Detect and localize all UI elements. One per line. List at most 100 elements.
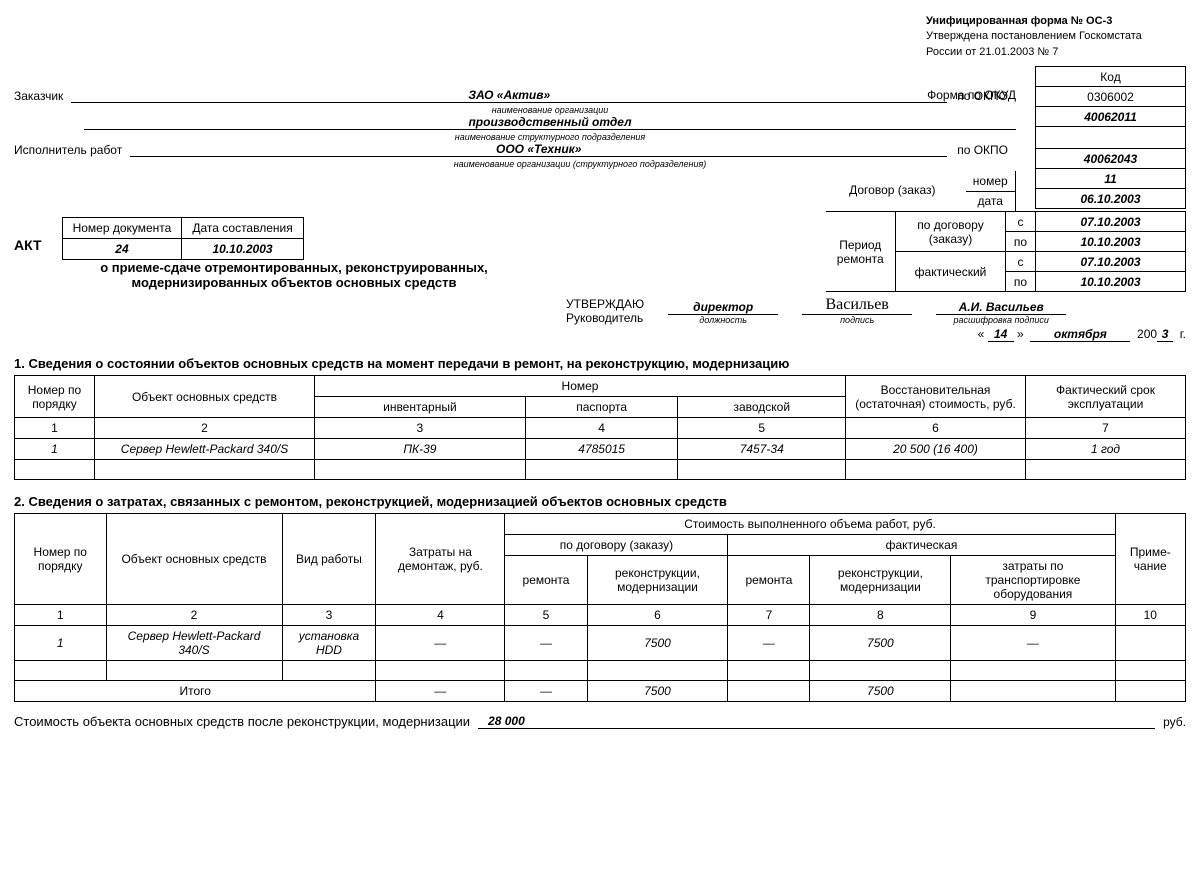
s2-r-work: установка HDD bbox=[282, 626, 376, 661]
contract-num: 11 bbox=[1036, 169, 1186, 189]
s2-h8: реконструкции, модернизации bbox=[810, 556, 951, 605]
s2-h1: Номер по порядку bbox=[15, 514, 107, 605]
contractor-org: ООО «Техник» bbox=[130, 142, 947, 157]
s2-cn8: 8 bbox=[810, 605, 951, 626]
s1-h6: Восстановительная (остаточная) стоимость… bbox=[846, 376, 1026, 418]
itogo-v8: 7500 bbox=[810, 681, 951, 702]
period-from-1: с bbox=[1006, 212, 1036, 232]
s2-h-cost: Стоимость выполненного объема работ, руб… bbox=[505, 514, 1115, 535]
approval-day: 14 bbox=[988, 327, 1014, 342]
period-from-2: с bbox=[1006, 252, 1036, 272]
period-c2: 10.10.2003 bbox=[1036, 232, 1186, 252]
approval-name-cap: расшифровка подписи bbox=[936, 315, 1066, 325]
approval-year-suffix: 3 bbox=[1157, 327, 1173, 342]
contract-date: 06.10.2003 bbox=[1036, 189, 1186, 209]
s2-cn3: 3 bbox=[282, 605, 376, 626]
period-title: Период ремонта bbox=[826, 212, 896, 292]
okud-value: 0306002 bbox=[1036, 87, 1186, 107]
s2-r-v7: — bbox=[728, 626, 810, 661]
doc-date-val: 10.10.2003 bbox=[182, 239, 303, 260]
okud-label: Форма по ОКУД bbox=[14, 66, 1016, 88]
s1-r-cost: 20 500 (16 400) bbox=[846, 439, 1026, 460]
s2-r-v8: 7500 bbox=[810, 626, 951, 661]
customer-org: ЗАО «Актив» bbox=[71, 88, 947, 103]
s2-h10: Приме-чание bbox=[1115, 514, 1185, 605]
s1-r-n: 1 bbox=[15, 439, 95, 460]
s2-h3: Вид работы bbox=[282, 514, 376, 605]
s1-cn5: 5 bbox=[678, 418, 846, 439]
s2-cn9: 9 bbox=[951, 605, 1115, 626]
form-name: Унифицированная форма № ОС-3 bbox=[926, 14, 1186, 29]
s2-r-obj: Сервер Hewlett-Packard 340/S bbox=[106, 626, 282, 661]
okpo2-label: по ОКПО bbox=[947, 143, 1016, 157]
akt-title: АКТ bbox=[14, 237, 42, 253]
s2-cn5: 5 bbox=[505, 605, 587, 626]
s1-h1: Номер по порядку bbox=[15, 376, 95, 418]
kod-header: Код bbox=[1036, 67, 1186, 87]
nomer-label: номер bbox=[966, 171, 1016, 191]
approval-position: директор bbox=[668, 300, 778, 315]
form-approved-1: Утверждена постановлением Госкомстата bbox=[926, 29, 1186, 44]
section1-title: 1. Сведения о состоянии объектов основны… bbox=[14, 356, 1186, 371]
s1-cn4: 4 bbox=[525, 418, 678, 439]
s2-h5: ремонта bbox=[505, 556, 587, 605]
doc-num-hdr: Номер документа bbox=[62, 218, 182, 239]
itogo-label: Итого bbox=[15, 681, 376, 702]
final-text: Стоимость объекта основных средств после… bbox=[14, 714, 478, 729]
s1-h7: Фактический срок эксплуатации bbox=[1026, 376, 1186, 418]
okpo2-value: 40062043 bbox=[1036, 149, 1186, 169]
s1-cn2: 2 bbox=[95, 418, 315, 439]
approval-ruk: Руководитель bbox=[566, 311, 644, 325]
s2-r-v9: — bbox=[951, 626, 1115, 661]
s1-r-zav: 7457-34 bbox=[678, 439, 846, 460]
s2-h6: реконструкции, модернизации bbox=[587, 556, 728, 605]
data-label: дата bbox=[966, 191, 1016, 211]
contractor-label: Исполнитель работ bbox=[14, 143, 130, 157]
itogo-v7 bbox=[728, 681, 810, 702]
approval-year-prefix: 200 bbox=[1137, 327, 1157, 341]
itogo-v9 bbox=[951, 681, 1115, 702]
customer-dept-caption: наименование структурного подразделения bbox=[84, 132, 1016, 142]
contractor-org-caption: наименование организации (структурного п… bbox=[144, 159, 1016, 169]
s1-h-nomer: Номер bbox=[315, 376, 846, 397]
s2-h4: Затраты на демонтаж, руб. bbox=[376, 514, 505, 605]
itogo-v10 bbox=[1115, 681, 1185, 702]
s2-h-contract: по договору (заказу) bbox=[505, 535, 728, 556]
s2-cn1: 1 bbox=[15, 605, 107, 626]
final-line: Стоимость объекта основных средств после… bbox=[14, 714, 1186, 729]
section1-table: Номер по порядку Объект основных средств… bbox=[14, 375, 1186, 480]
form-header: Унифицированная форма № ОС-3 Утверждена … bbox=[14, 14, 1186, 60]
s1-r-obj: Сервер Hewlett-Packard 340/S bbox=[95, 439, 315, 460]
s2-r-v4: — bbox=[376, 626, 505, 661]
approval-name: А.И. Васильев bbox=[936, 300, 1066, 315]
akt-line2: модернизированных объектов основных сред… bbox=[14, 275, 574, 290]
approval-position-cap: должность bbox=[668, 315, 778, 325]
customer-label: Заказчик bbox=[14, 89, 71, 103]
okpo1-label: по ОКПО bbox=[947, 89, 1016, 103]
doc-date-hdr: Дата составления bbox=[182, 218, 303, 239]
code-table: Код 0306002 40062011 40062043 11 06.10.2… bbox=[1035, 66, 1186, 209]
itogo-v6: 7500 bbox=[587, 681, 728, 702]
s2-h2: Объект основных средств bbox=[106, 514, 282, 605]
s1-cn6: 6 bbox=[846, 418, 1026, 439]
s2-r-n: 1 bbox=[15, 626, 107, 661]
s2-cn6: 6 bbox=[587, 605, 728, 626]
period-table: Период ремонта по договору (заказу) с 07… bbox=[826, 211, 1187, 292]
s2-cn4: 4 bbox=[376, 605, 505, 626]
s1-cn1: 1 bbox=[15, 418, 95, 439]
akt-line1: о приеме-сдаче отремонтированных, реконс… bbox=[14, 260, 574, 275]
period-a2: 10.10.2003 bbox=[1036, 272, 1186, 292]
period-to-1: по bbox=[1006, 232, 1036, 252]
approval-month: октября bbox=[1030, 327, 1130, 342]
customer-dept: производственный отдел bbox=[84, 115, 1016, 130]
approval-year-unit: г. bbox=[1180, 327, 1186, 341]
s1-h2: Объект основных средств bbox=[95, 376, 315, 418]
s2-r-v10 bbox=[1115, 626, 1185, 661]
form-approved-2: России от 21.01.2003 № 7 bbox=[926, 45, 1186, 60]
itogo-v4: — bbox=[376, 681, 505, 702]
final-unit: руб. bbox=[1155, 715, 1186, 729]
s1-h5: заводской bbox=[678, 397, 846, 418]
period-to-2: по bbox=[1006, 272, 1036, 292]
s1-cn7: 7 bbox=[1026, 418, 1186, 439]
approval-signature-cap: подпись bbox=[802, 315, 912, 325]
